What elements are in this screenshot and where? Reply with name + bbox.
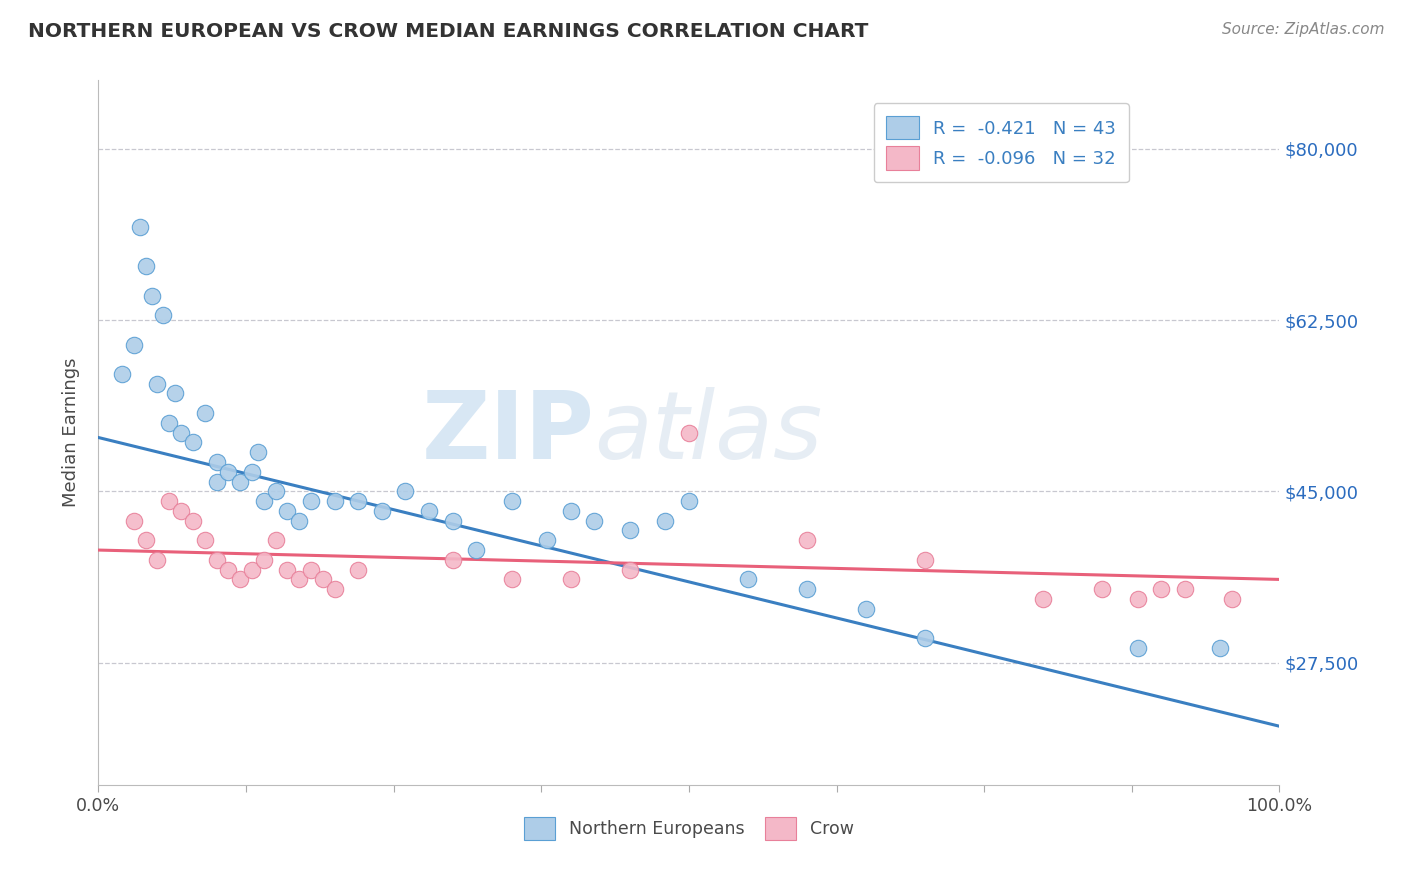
- Point: [323, 582, 346, 597]
- Point: [347, 563, 370, 577]
- Point: [619, 563, 641, 577]
- Point: [288, 514, 311, 528]
- Point: [157, 494, 180, 508]
- Point: [146, 376, 169, 391]
- Point: [583, 514, 606, 528]
- Text: NORTHERN EUROPEAN VS CROW MEDIAN EARNINGS CORRELATION CHART: NORTHERN EUROPEAN VS CROW MEDIAN EARNING…: [28, 22, 869, 41]
- Point: [276, 504, 298, 518]
- Point: [246, 445, 269, 459]
- Point: [299, 494, 322, 508]
- Point: [796, 582, 818, 597]
- Point: [678, 494, 700, 508]
- Point: [181, 435, 204, 450]
- Point: [560, 504, 582, 518]
- Point: [205, 553, 228, 567]
- Point: [122, 514, 145, 528]
- Point: [122, 337, 145, 351]
- Point: [217, 563, 239, 577]
- Point: [536, 533, 558, 548]
- Point: [181, 514, 204, 528]
- Point: [253, 553, 276, 567]
- Point: [299, 563, 322, 577]
- Point: [135, 259, 157, 273]
- Y-axis label: Median Earnings: Median Earnings: [62, 358, 80, 508]
- Point: [914, 631, 936, 645]
- Point: [276, 563, 298, 577]
- Point: [1032, 592, 1054, 607]
- Point: [288, 573, 311, 587]
- Point: [914, 553, 936, 567]
- Point: [312, 573, 335, 587]
- Text: atlas: atlas: [595, 387, 823, 478]
- Point: [371, 504, 394, 518]
- Point: [418, 504, 440, 518]
- Point: [194, 533, 217, 548]
- Text: Source: ZipAtlas.com: Source: ZipAtlas.com: [1222, 22, 1385, 37]
- Point: [205, 455, 228, 469]
- Point: [146, 553, 169, 567]
- Point: [240, 465, 263, 479]
- Point: [152, 308, 174, 322]
- Point: [1220, 592, 1243, 607]
- Point: [678, 425, 700, 440]
- Point: [1150, 582, 1173, 597]
- Point: [654, 514, 676, 528]
- Point: [1126, 592, 1149, 607]
- Point: [394, 484, 416, 499]
- Point: [560, 573, 582, 587]
- Point: [855, 602, 877, 616]
- Legend: Northern Europeans, Crow: Northern Europeans, Crow: [516, 811, 862, 847]
- Point: [347, 494, 370, 508]
- Point: [441, 553, 464, 567]
- Point: [135, 533, 157, 548]
- Point: [229, 475, 252, 489]
- Point: [253, 494, 276, 508]
- Point: [465, 543, 488, 558]
- Point: [170, 504, 193, 518]
- Point: [264, 484, 287, 499]
- Point: [1126, 640, 1149, 655]
- Point: [141, 288, 163, 302]
- Point: [194, 406, 217, 420]
- Point: [1174, 582, 1197, 597]
- Point: [501, 573, 523, 587]
- Point: [1091, 582, 1114, 597]
- Point: [323, 494, 346, 508]
- Point: [441, 514, 464, 528]
- Point: [170, 425, 193, 440]
- Point: [737, 573, 759, 587]
- Point: [217, 465, 239, 479]
- Point: [796, 533, 818, 548]
- Point: [264, 533, 287, 548]
- Point: [240, 563, 263, 577]
- Point: [501, 494, 523, 508]
- Text: ZIP: ZIP: [422, 386, 595, 479]
- Point: [165, 386, 187, 401]
- Point: [1209, 640, 1232, 655]
- Point: [111, 367, 134, 381]
- Point: [619, 524, 641, 538]
- Point: [229, 573, 252, 587]
- Point: [205, 475, 228, 489]
- Point: [157, 416, 180, 430]
- Point: [128, 220, 150, 235]
